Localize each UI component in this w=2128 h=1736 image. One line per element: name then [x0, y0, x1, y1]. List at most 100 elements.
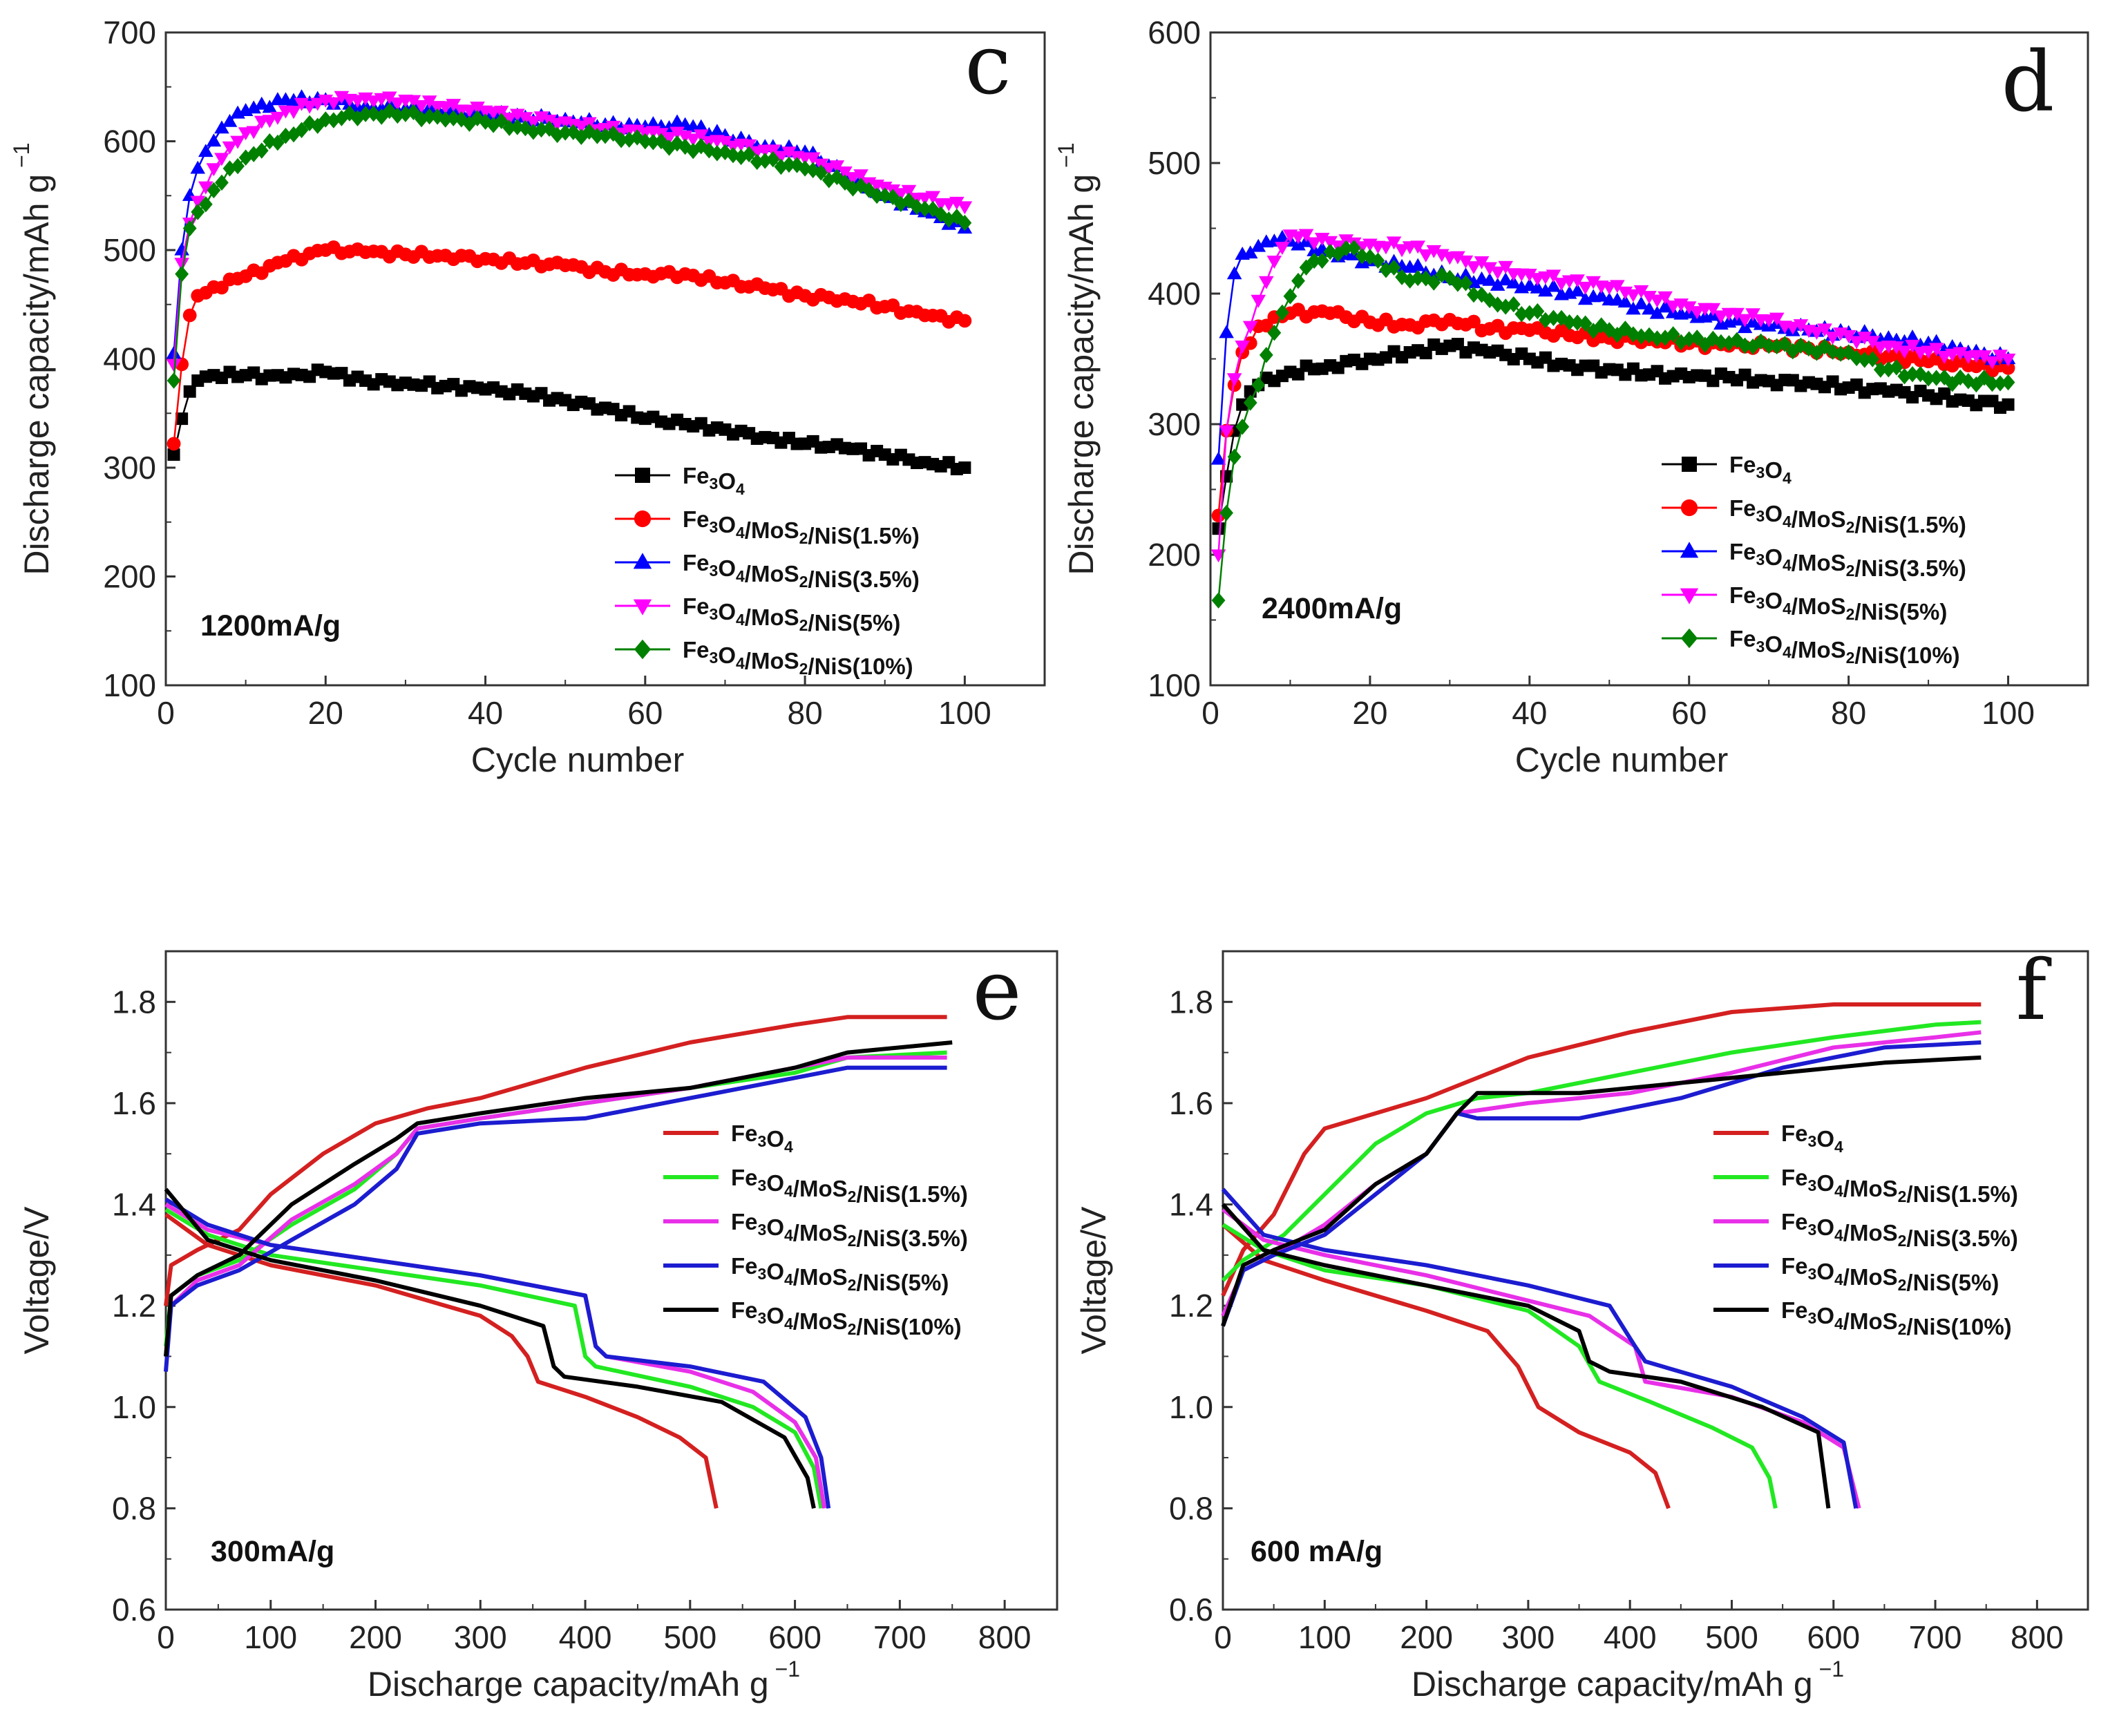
legend-label-part: NiS [1913, 1270, 1951, 1295]
data-point [949, 196, 965, 210]
panel-letter: e [972, 943, 1021, 1039]
series-4 [164, 1040, 953, 1509]
series-3 [166, 90, 973, 372]
data-point [526, 116, 541, 130]
legend-label-part: 2 [799, 573, 808, 591]
legend-label-part: ( [1951, 1225, 1959, 1251]
legend-label-part: NiS [863, 1314, 901, 1339]
y-tick-label: 100 [103, 667, 156, 703]
data-point [1562, 314, 1577, 331]
data-point [1235, 419, 1250, 435]
y-tick-label: 700 [103, 15, 156, 50]
legend-label-part: NiS [1861, 512, 1899, 537]
legend-label-part: MoS [1798, 550, 1846, 575]
series-line [173, 110, 966, 381]
data-point [742, 146, 757, 162]
legend-label-part: 4 [736, 524, 745, 542]
legend-label-part: 3 [710, 518, 719, 536]
legend-label-part: NiS [815, 523, 853, 549]
data-point [2000, 353, 2016, 367]
legend-label-part: / [745, 517, 751, 543]
data-point [1394, 244, 1409, 258]
legend-label-part: / [1792, 593, 1798, 619]
legend-label-part: ) [2011, 1181, 2018, 1207]
data-point [1443, 269, 1457, 287]
legend-label-part: 2 [1846, 605, 1855, 623]
legend-label: Fe3O4/MoS2/NiS(3.5%) [1729, 539, 1966, 581]
legend-label: Fe3O4/MoS2/NiS(3.5%) [683, 550, 920, 592]
charge-curve [1221, 1055, 1982, 1327]
legend-label-part: O [766, 1303, 784, 1328]
legend-label-part: Fe [1781, 1253, 1808, 1279]
panel-f: 0 100 200 300 400 500 600 700 800 0.6 0.8 1.0 1.2 1.4… [1074, 943, 2089, 1704]
y-tick-label: 1.2 [1169, 1288, 1213, 1324]
legend-label: Fe3O4/MoS2/NiS(3.5%) [731, 1209, 968, 1251]
data-point [1212, 522, 1225, 535]
data-point [1881, 330, 1897, 343]
discharge-curve [1221, 1203, 1831, 1509]
x-tick-label: 600 [1807, 1619, 1860, 1655]
x-tick-label: 300 [1502, 1619, 1555, 1655]
legend-label-part: / [1843, 1176, 1850, 1201]
series-3 [164, 1065, 947, 1509]
legend-label: Fe3O4 [1729, 452, 1792, 487]
data-point [1689, 306, 1705, 320]
data-point [1794, 337, 1808, 354]
data-point [773, 151, 789, 164]
legend-label-part: MoS [799, 1176, 848, 1201]
data-point [1618, 321, 1633, 337]
x-tick-label: 80 [1831, 695, 1866, 731]
data-point [1865, 336, 1881, 350]
legend-label-part: ( [1899, 512, 1907, 537]
data-point [1913, 365, 1928, 383]
legend-label-part: 4 [784, 1182, 793, 1200]
legend-label-part: O [1765, 631, 1783, 657]
y-tick-label: 1.2 [112, 1288, 156, 1324]
data-point [294, 122, 309, 138]
data-point [614, 131, 629, 149]
data-point [814, 164, 828, 181]
legend-label-part: / [1906, 1270, 1912, 1295]
data-point [231, 158, 245, 175]
legend-label-part: O [1816, 1170, 1834, 1196]
legend-label-part: 4 [784, 1226, 793, 1244]
data-point [1347, 240, 1361, 256]
data-point [933, 206, 948, 223]
data-point [1490, 278, 1505, 291]
data-point [287, 126, 301, 143]
discharge-curve [164, 1197, 831, 1509]
legend-label-part: O [718, 512, 736, 537]
legend-item: Fe3O4 [1662, 452, 1792, 487]
y-axis-title: Discharge capacity/mAh g −1 [1054, 142, 1101, 575]
data-point [918, 200, 932, 217]
data-point [1459, 275, 1473, 292]
data-point [1483, 292, 1497, 309]
data-point [494, 113, 509, 129]
legend-label-part: 3 [1756, 507, 1765, 525]
legend-item: Fe3O4/MoS2/NiS(1.5%) [615, 506, 920, 549]
data-point [1650, 330, 1664, 347]
data-point [1450, 251, 1465, 265]
x-tick-label: 100 [938, 695, 991, 731]
legend-label-part: ( [901, 1270, 909, 1295]
data-point [1546, 278, 1561, 292]
data-point [1219, 425, 1234, 439]
charge-curve [1221, 1002, 1982, 1297]
y-tick-label: 1.8 [112, 984, 156, 1020]
legend-label-part: 2 [848, 1276, 857, 1294]
data-point [1857, 352, 1872, 368]
data-point [390, 97, 406, 111]
data-point [1386, 236, 1402, 250]
legend-label: Fe3O4/MoS2/NiS(5%) [683, 593, 900, 636]
x-tick-label: 800 [2011, 1619, 2064, 1655]
data-point [1226, 266, 1242, 280]
data-point [1809, 327, 1825, 340]
legend-label-part: Fe [731, 1209, 758, 1234]
legend-label-part: NiS [1913, 1225, 1951, 1251]
data-point [1873, 361, 1888, 378]
legend-marker [1682, 457, 1697, 472]
legend: Fe3O4Fe3O4/MoS2/NiS(1.5%)Fe3O4/MoS2/NiS(… [1713, 1120, 2018, 1339]
data-point [262, 115, 278, 128]
legend-label-part: Fe [683, 506, 710, 532]
data-point [766, 144, 781, 158]
